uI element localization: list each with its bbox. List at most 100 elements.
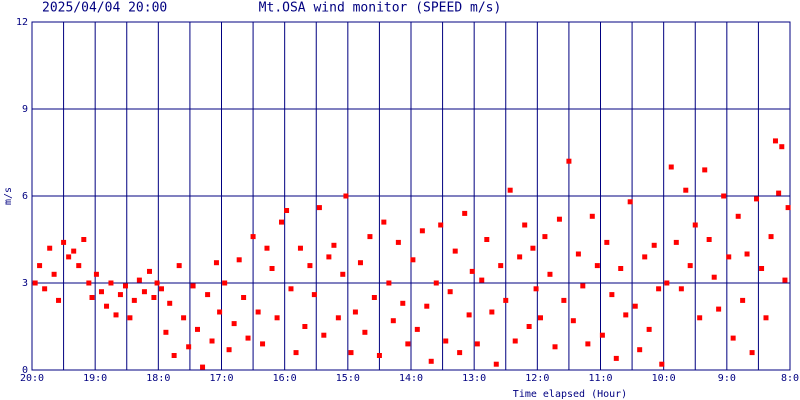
data-point <box>117 292 123 298</box>
data-point <box>400 300 406 306</box>
y-tick-label: 6 <box>22 191 28 202</box>
data-point <box>768 234 774 240</box>
data-point <box>580 283 586 289</box>
x-tick-label: 11:0 <box>588 373 612 384</box>
data-point <box>66 254 72 260</box>
data-point <box>163 329 169 335</box>
data-point <box>250 234 256 240</box>
data-point <box>561 297 567 303</box>
data-point <box>697 315 703 321</box>
data-point <box>433 280 439 286</box>
data-point <box>352 309 358 315</box>
data-point <box>76 263 82 269</box>
data-point <box>37 263 43 269</box>
data-point <box>98 289 104 295</box>
data-point <box>609 292 615 298</box>
data-point <box>81 237 87 242</box>
timestamp: 2025/04/04 20:00 <box>42 1 167 16</box>
data-point <box>331 242 337 248</box>
data-point <box>61 239 67 245</box>
data-point <box>522 222 528 228</box>
y-tick-label: 3 <box>22 278 28 289</box>
data-point <box>735 213 741 219</box>
data-point <box>428 358 434 364</box>
y-tick-label: 0 <box>22 365 28 376</box>
data-point <box>264 245 270 251</box>
data-point <box>151 295 157 300</box>
data-point <box>405 341 411 347</box>
data-point <box>226 347 232 353</box>
data-point <box>136 277 142 283</box>
data-point <box>93 271 99 277</box>
data-point <box>772 138 778 144</box>
data-point <box>664 280 670 286</box>
data-point <box>552 344 558 350</box>
data-point <box>371 295 377 300</box>
data-point <box>623 312 629 318</box>
data-point <box>335 315 341 321</box>
data-point <box>367 234 373 240</box>
data-point <box>642 254 648 260</box>
x-tick-label: 17:0 <box>209 373 233 384</box>
data-point <box>104 303 110 309</box>
data-point <box>493 361 499 367</box>
x-tick-label: 20:0 <box>20 373 44 384</box>
data-point <box>498 263 504 269</box>
data-point <box>414 326 420 332</box>
y-tick-label: 9 <box>22 104 28 115</box>
data-point <box>316 205 322 211</box>
data-point <box>167 300 173 306</box>
data-point <box>706 237 712 242</box>
data-point <box>419 228 425 234</box>
data-point <box>512 338 518 344</box>
data-point <box>443 338 449 344</box>
data-point <box>245 335 251 341</box>
x-axis-label: Time elapsed (Hour) <box>513 389 627 400</box>
data-point <box>186 344 192 350</box>
data-point <box>154 280 160 286</box>
data-point <box>763 315 769 321</box>
data-point <box>668 164 674 170</box>
data-point <box>484 237 490 242</box>
data-point <box>530 245 536 251</box>
data-point <box>200 364 206 370</box>
data-point <box>274 315 280 321</box>
data-point <box>288 286 294 292</box>
data-point <box>659 361 665 367</box>
data-point <box>284 208 290 213</box>
data-point <box>570 318 576 324</box>
data-point <box>447 289 453 295</box>
data-point <box>297 245 303 251</box>
data-point <box>386 280 392 286</box>
data-point <box>537 315 543 321</box>
data-point <box>507 187 513 193</box>
data-point <box>141 289 147 295</box>
data-point <box>646 326 652 332</box>
y-tick-label: 12 <box>16 17 28 28</box>
data-point <box>613 355 619 361</box>
data-point <box>390 318 396 324</box>
y-axis-label: m/s <box>3 187 14 205</box>
data-point <box>517 254 523 260</box>
data-point <box>721 193 727 199</box>
data-point <box>702 167 708 173</box>
data-point <box>158 286 164 292</box>
data-point <box>255 309 261 315</box>
data-point <box>113 312 119 318</box>
data-point <box>362 329 368 335</box>
data-point <box>599 332 605 338</box>
data-point <box>108 280 114 286</box>
data-point <box>726 254 732 260</box>
data-point <box>566 158 572 164</box>
data-point <box>209 338 215 344</box>
data-point <box>462 210 468 216</box>
data-point <box>194 326 200 332</box>
data-point <box>71 248 77 254</box>
data-point <box>205 292 211 298</box>
data-point <box>357 260 363 266</box>
data-point <box>213 260 219 266</box>
x-tick-label: 13:0 <box>462 373 486 384</box>
data-point <box>744 251 750 257</box>
data-point <box>42 286 48 292</box>
data-point <box>618 266 624 271</box>
